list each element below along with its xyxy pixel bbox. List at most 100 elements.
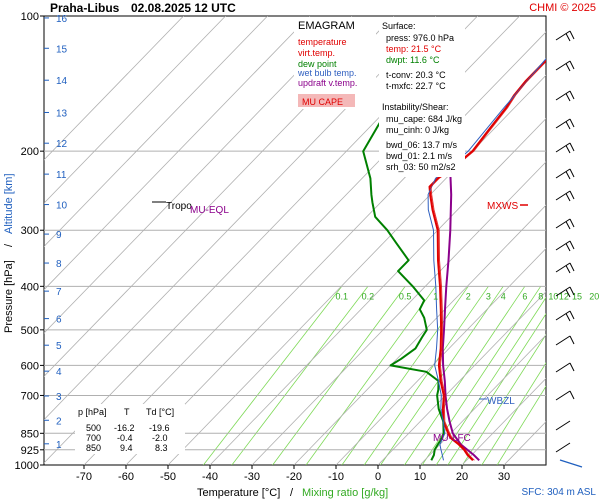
x-tick-label: 10 <box>414 471 426 483</box>
wind-barb-shaft <box>555 362 571 373</box>
wind-barb-shaft <box>555 218 571 229</box>
wind-barb-shaft <box>555 420 571 431</box>
wind-barb-shaft <box>555 30 571 41</box>
wind-barb-flag <box>569 310 575 320</box>
wind-barb <box>555 362 575 373</box>
altitude-tick-label: 14 <box>56 76 68 87</box>
wbzl-label: WBZL <box>487 396 515 407</box>
bwd06-value: bwd_06: 13.7 m/s <box>386 140 458 150</box>
instability-title: Instability/Shear: <box>382 102 449 112</box>
wind-barb-flag <box>569 168 575 178</box>
wind-barb <box>555 335 575 346</box>
table-cell: 700 <box>86 433 101 443</box>
x-axis-title-mix: Mixing ratio [g/kg] <box>302 487 388 499</box>
y-tick-label: 700 <box>21 390 39 402</box>
wind-barb-flag <box>569 30 575 40</box>
wind-barb-flag <box>565 221 571 230</box>
tropo-label: Tropo <box>166 201 192 212</box>
wind-barb-shaft <box>555 90 571 101</box>
wind-barb <box>555 142 575 154</box>
isotherm-line <box>44 16 184 161</box>
wind-barb-shaft <box>555 60 571 71</box>
surface-altitude: SFC: 304 m ASL <box>522 487 597 498</box>
mu-cape-box <box>298 94 355 107</box>
y-axis-title-alt: Altitude [km] <box>3 173 15 234</box>
x-axis-title-temp: Temperature [°C] <box>197 487 280 499</box>
wind-barb-shaft <box>555 190 571 201</box>
wind-barb-flag <box>565 313 571 322</box>
wind-barb-shaft <box>555 286 571 297</box>
y-tick-label: 400 <box>21 281 39 293</box>
table-cell: 8.3 <box>155 443 168 453</box>
altitude-tick-label: 12 <box>56 139 68 150</box>
mixing-ratio-label: 3 <box>486 291 491 301</box>
altitude-tick-label: 11 <box>56 170 67 181</box>
wind-barb-flag <box>565 289 571 298</box>
table-header-td: Td [°C] <box>146 407 174 417</box>
table-cell: 9.4 <box>120 443 133 453</box>
y-tick-label: 600 <box>21 360 39 372</box>
mixing-ratio-line <box>203 286 343 465</box>
wind-barb-shaft <box>555 335 571 346</box>
altitude-tick-label: 1 <box>56 440 62 451</box>
wind-barb-flag <box>565 33 571 42</box>
wind-barb-shaft <box>555 142 571 153</box>
isotherm-line <box>44 16 310 291</box>
altitude-tick-label: 10 <box>56 201 68 212</box>
wind-barb-shaft <box>555 240 571 251</box>
mixing-ratio-label: 12 <box>559 291 569 301</box>
isotherm-line <box>125 31 546 465</box>
surface-press: press: 976.0 hPa <box>386 33 454 43</box>
wind-barb <box>555 118 575 130</box>
wind-barb-flag <box>565 243 571 252</box>
wind-barb <box>555 262 575 274</box>
surface-tmxfc: t-mxfc: 22.7 °C <box>386 81 446 91</box>
isotherm-line <box>44 16 268 248</box>
wind-barb-shaft <box>555 262 571 273</box>
altitude-tick-label: 16 <box>56 14 68 25</box>
wind-barb-flag <box>569 240 575 250</box>
x-tick-label: 0 <box>375 471 381 483</box>
wind-barb-flag <box>565 63 571 72</box>
mixing-ratio-label: 8 <box>538 291 543 301</box>
info-panel <box>379 17 465 177</box>
isotherm-line <box>419 334 546 465</box>
mixing-ratio-line <box>435 296 546 465</box>
legend-updraft: updraft v.temp. <box>298 78 357 88</box>
y-axis-title-sep: / <box>3 243 15 247</box>
isotherm-line <box>293 204 546 465</box>
mixing-ratio-lines <box>203 286 546 465</box>
mixing-ratio-label: 20 <box>589 291 599 301</box>
mixing-ratio-labels: 0.10.20.51234681012152025 <box>335 291 599 301</box>
mu-cinh-value: mu_cinh: 0 J/kg <box>386 125 449 135</box>
wind-barb <box>555 90 575 102</box>
level-table-bg <box>75 404 185 454</box>
wind-barb-shaft <box>555 390 571 401</box>
mixing-ratio-label: 4 <box>501 291 506 301</box>
wind-barb <box>555 390 575 401</box>
mu-cape-label: MU CAPE <box>302 97 343 107</box>
x-tick-label: -30 <box>244 471 260 483</box>
table-cell: -19.6 <box>149 423 170 433</box>
isotherm-line <box>377 291 546 465</box>
mu-cape-value: mu_cape: 684 J/kg <box>386 114 462 124</box>
x-tick-label: -20 <box>286 471 302 483</box>
wind-barb <box>555 420 571 431</box>
x-tick-label: -60 <box>118 471 134 483</box>
altitude-tick-label: 3 <box>56 392 62 403</box>
legend-wet-bulb: wet bulb temp. <box>297 68 357 78</box>
wind-barb-flag <box>569 390 575 400</box>
altitude-tick-label: 7 <box>56 287 62 298</box>
wind-barb-flag <box>569 335 575 345</box>
wind-barb-flag <box>569 262 575 272</box>
y-tick-label: 500 <box>21 325 39 337</box>
surface-wind-barb <box>559 459 583 468</box>
wind-barb <box>555 168 575 180</box>
plot-frame <box>43 15 547 466</box>
isotherm-line <box>44 16 352 334</box>
x-tick-label: -50 <box>160 471 176 483</box>
wind-barb-flag <box>569 118 575 128</box>
wind-barb <box>555 190 575 202</box>
srh03-value: srh_03: 50 m2/s2 <box>386 162 456 172</box>
